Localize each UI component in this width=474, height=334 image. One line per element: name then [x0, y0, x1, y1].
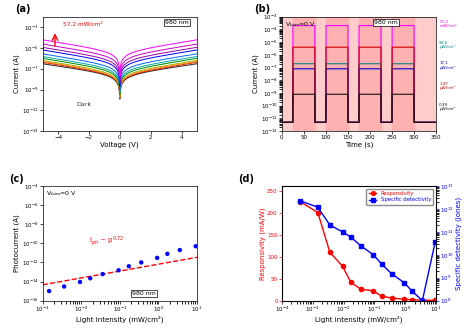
Text: 980 nm: 980 nm [165, 20, 189, 25]
X-axis label: Time (s): Time (s) [345, 142, 373, 148]
Text: 57.2 mW/cm²: 57.2 mW/cm² [63, 21, 102, 27]
Point [176, 247, 183, 253]
Bar [359, 17, 381, 131]
Legend: Responsivity, Specific detectivity: Responsivity, Specific detectivity [366, 189, 433, 204]
Specific detectivity [340, 230, 346, 234]
Point [137, 260, 145, 265]
Point [46, 288, 53, 294]
Specific detectivity [410, 290, 415, 294]
Text: 93.6
μW/cm²: 93.6 μW/cm² [439, 41, 456, 49]
Specific detectivity [379, 262, 384, 266]
Responsivity [371, 289, 376, 293]
X-axis label: Voltage (V): Voltage (V) [100, 142, 139, 148]
Specific detectivity [297, 199, 303, 203]
Text: I$_{ph}$ ~ p$^{0.72}$: I$_{ph}$ ~ p$^{0.72}$ [89, 234, 124, 248]
Bar [392, 17, 414, 131]
Point [86, 276, 94, 281]
Point [60, 284, 68, 289]
Y-axis label: Photocurrent (A): Photocurrent (A) [14, 214, 20, 272]
Point [164, 251, 171, 257]
Y-axis label: Specific detectivity (Jones): Specific detectivity (Jones) [456, 197, 462, 290]
Specific detectivity [371, 253, 376, 257]
Text: (b): (b) [254, 4, 270, 14]
Responsivity [327, 250, 333, 254]
Responsivity [432, 298, 438, 302]
Responsivity [358, 287, 364, 291]
Text: (a): (a) [15, 4, 30, 14]
Responsivity [389, 296, 394, 300]
Text: 980 nm: 980 nm [374, 20, 398, 25]
Point [23, 294, 31, 300]
Y-axis label: Current (A): Current (A) [253, 54, 259, 93]
Responsivity [297, 199, 303, 203]
Responsivity [348, 280, 354, 284]
Text: Dark: Dark [77, 102, 92, 107]
Responsivity [419, 298, 425, 302]
Specific detectivity [358, 244, 364, 248]
Point [125, 264, 133, 269]
Responsivity [379, 294, 384, 298]
Responsivity [410, 298, 415, 302]
Point [192, 243, 200, 249]
Y-axis label: Responsivity (mA/W): Responsivity (mA/W) [259, 207, 266, 280]
Text: (c): (c) [9, 174, 24, 184]
Y-axis label: Current (A): Current (A) [14, 54, 20, 93]
Bar [326, 17, 348, 131]
Specific detectivity [401, 281, 407, 285]
Specific detectivity [419, 299, 425, 303]
Text: (d): (d) [238, 174, 255, 184]
Line: Responsivity: Responsivity [298, 199, 437, 303]
Text: V$_{bias}$=0 V: V$_{bias}$=0 V [46, 190, 77, 198]
Point [154, 255, 161, 261]
X-axis label: Light intensity (mW/cm²): Light intensity (mW/cm²) [315, 315, 403, 323]
Bar [293, 17, 315, 131]
Responsivity [340, 264, 346, 268]
X-axis label: Light intensity (mW/cm²): Light intensity (mW/cm²) [76, 315, 164, 323]
Text: 17.1
μW/cm²: 17.1 μW/cm² [439, 61, 456, 70]
Point [76, 279, 84, 285]
Specific detectivity [327, 223, 333, 227]
Point [115, 268, 122, 273]
Point [99, 272, 107, 277]
Responsivity [315, 210, 320, 214]
Specific detectivity [315, 205, 320, 209]
Specific detectivity [389, 272, 394, 276]
Text: V$_{bias}$=0 V: V$_{bias}$=0 V [285, 20, 316, 29]
Text: 0.39
μW/cm²: 0.39 μW/cm² [439, 103, 456, 111]
Specific detectivity [432, 240, 438, 244]
Text: 980 nm: 980 nm [132, 291, 156, 296]
Responsivity [401, 297, 407, 301]
Text: 57.2
mW/cm²: 57.2 mW/cm² [439, 20, 457, 28]
Text: 1.47
μW/cm²: 1.47 μW/cm² [439, 82, 456, 90]
Line: Specific detectivity: Specific detectivity [298, 199, 437, 303]
Specific detectivity [348, 235, 354, 239]
